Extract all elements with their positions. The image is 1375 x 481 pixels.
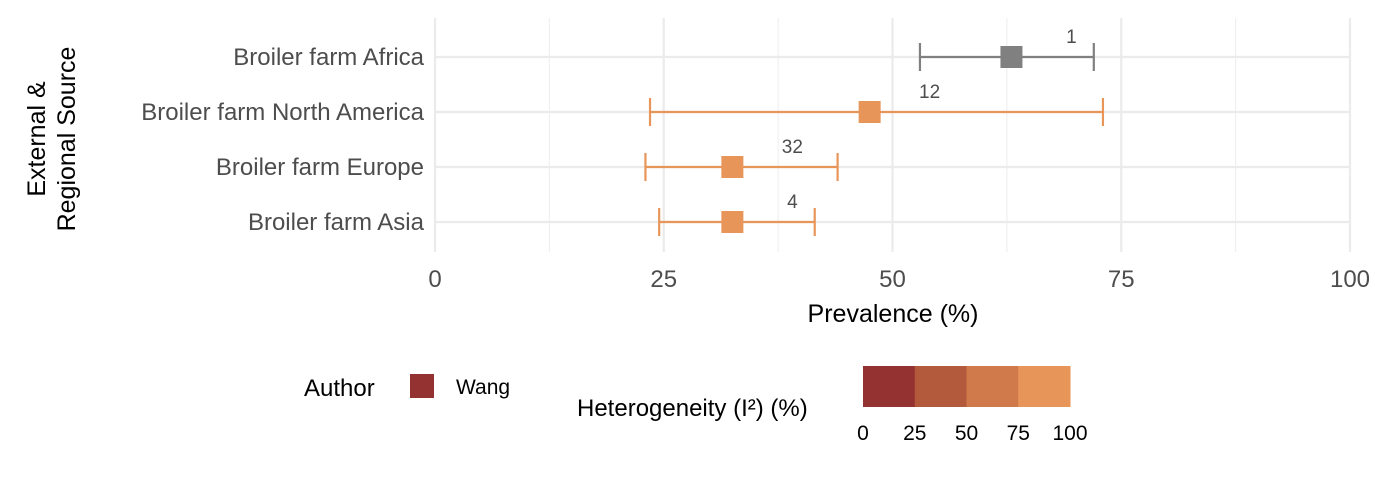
heterogeneity-colorbar — [863, 366, 1071, 407]
author-legend-label-wang: Wang — [456, 376, 510, 399]
heterogeneity-legend: Heterogeneity (I²) (%) 0 25 50 75 100 — [577, 366, 1088, 445]
category-label: Broiler farm Europe — [216, 154, 424, 181]
plot-rows: 1 12 32 4 — [644, 27, 1105, 236]
forest-row: 1 — [918, 27, 1095, 71]
category-label: Broiler farm Africa — [233, 44, 424, 71]
x-tick-labels: 0 25 50 75 100 — [428, 266, 1370, 293]
forest-row: 4 — [658, 192, 816, 236]
author-legend: Author Wang — [304, 374, 510, 402]
heterogeneity-colorbar-segment — [966, 366, 1019, 407]
point-estimate — [858, 101, 881, 123]
study-count-label: 1 — [1066, 27, 1077, 48]
y-axis-title: External & Regional Source — [23, 47, 81, 232]
forest-row: 12 — [648, 82, 1105, 126]
heterogeneity-tick-label: 50 — [955, 422, 978, 445]
study-count-label: 32 — [782, 137, 803, 158]
heterogeneity-tick-label: 25 — [903, 422, 926, 445]
author-legend-key-wang — [410, 374, 434, 398]
category-label: Broiler farm Asia — [248, 209, 425, 236]
study-count-label: 4 — [787, 192, 798, 213]
x-tick-label: 25 — [650, 266, 677, 293]
heterogeneity-tick-label: 75 — [1007, 422, 1030, 445]
heterogeneity-tick-labels: 0 25 50 75 100 — [857, 422, 1087, 445]
point-estimate — [1000, 46, 1023, 68]
heterogeneity-tick-label: 100 — [1052, 422, 1087, 445]
point-estimate — [721, 211, 744, 233]
x-axis-title: Prevalence (%) — [808, 300, 979, 328]
category-label: Broiler farm North America — [141, 99, 424, 126]
author-legend-title: Author — [304, 375, 375, 402]
x-tick-label: 0 — [428, 266, 441, 293]
y-axis-title-line-2: Regional Source — [53, 47, 81, 232]
x-tick-label: 75 — [1108, 266, 1135, 293]
major-gridlines — [433, 18, 1352, 252]
forest-row: 32 — [644, 137, 839, 181]
x-tick-label: 50 — [879, 266, 906, 293]
heterogeneity-legend-title: Heterogeneity (I²) (%) — [577, 395, 808, 422]
heterogeneity-colorbar-segment — [863, 366, 916, 407]
point-estimate — [721, 156, 744, 178]
study-count-label: 12 — [919, 82, 940, 103]
x-tick-label: 100 — [1330, 266, 1370, 293]
heterogeneity-colorbar-segment — [1018, 366, 1071, 407]
heterogeneity-tick-label: 0 — [857, 422, 869, 445]
heterogeneity-colorbar-segment — [914, 366, 967, 407]
y-axis-title-line-1: External & — [23, 81, 51, 197]
category-labels: Broiler farm Africa Broiler farm North Am… — [141, 44, 424, 236]
